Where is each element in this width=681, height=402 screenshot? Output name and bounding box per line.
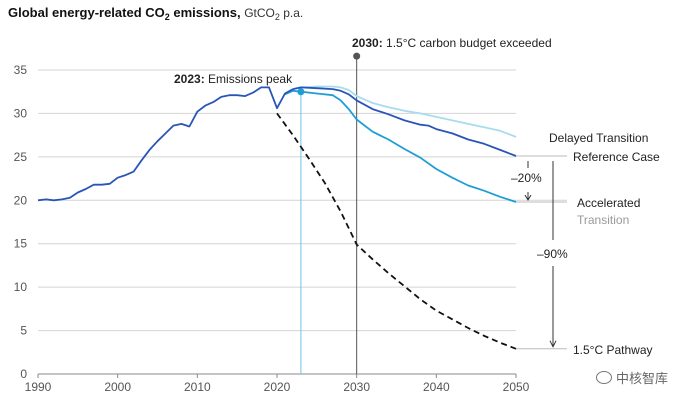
markers	[297, 52, 361, 374]
x-tick-2000: 2000	[104, 380, 131, 394]
series-line-1-5c-pathway	[276, 112, 517, 350]
series-line-delayed-transition	[292, 85, 517, 138]
series-lines	[37, 85, 517, 350]
y-tick-5: 5	[20, 324, 27, 338]
y-tick-10: 10	[14, 280, 28, 294]
grid	[38, 69, 567, 375]
y-tick-35: 35	[14, 63, 28, 77]
reduction-20-label: –20%	[511, 171, 542, 185]
watermark: 中核智库	[596, 368, 668, 387]
budget-annotation: 2030: 1.5°C carbon budget exceeded	[352, 36, 552, 50]
peak-annotation: 2023: Emissions peak	[174, 72, 293, 86]
series-line-reference-case	[292, 86, 517, 157]
y-tick-25: 25	[14, 150, 28, 164]
x-tick-1990: 1990	[25, 380, 52, 394]
y-tick-30: 30	[14, 106, 28, 120]
label-delayed-transition: Delayed Transition	[549, 131, 648, 145]
y-tick-20: 20	[14, 193, 28, 207]
x-tick-2030: 2030	[343, 380, 370, 394]
budget-dot	[353, 52, 361, 60]
chart-title: Global energy-related CO2 emissions, GtC…	[8, 5, 303, 22]
bracket-90-arrow	[549, 340, 557, 348]
watermark-text: 中核智库	[616, 372, 669, 387]
wechat-icon	[596, 371, 612, 384]
x-tick-2020: 2020	[264, 380, 291, 394]
reduction-90-label: –90%	[537, 247, 568, 261]
bracket-20-arrow	[524, 194, 532, 201]
label-reference-case: Reference Case	[573, 150, 660, 164]
y-tick-0: 0	[20, 367, 27, 381]
x-tick-2050: 2050	[503, 380, 530, 394]
label-1-5c-pathway: 1.5°C Pathway	[573, 343, 653, 357]
axes: 0 5 10 15 20 25 30 35 1990 2000 2010 2020 2030 2040 20…	[14, 63, 530, 394]
label-accelerated-sub: Transition	[577, 213, 629, 227]
reduction-brackets	[516, 155, 567, 350]
label-accelerated: Accelerated	[577, 196, 640, 210]
x-tick-2010: 2010	[184, 380, 211, 394]
x-tick-2040: 2040	[423, 380, 450, 394]
series-line-accelerated	[284, 89, 517, 203]
series-line-historical	[37, 86, 294, 202]
y-tick-15: 15	[14, 237, 28, 251]
